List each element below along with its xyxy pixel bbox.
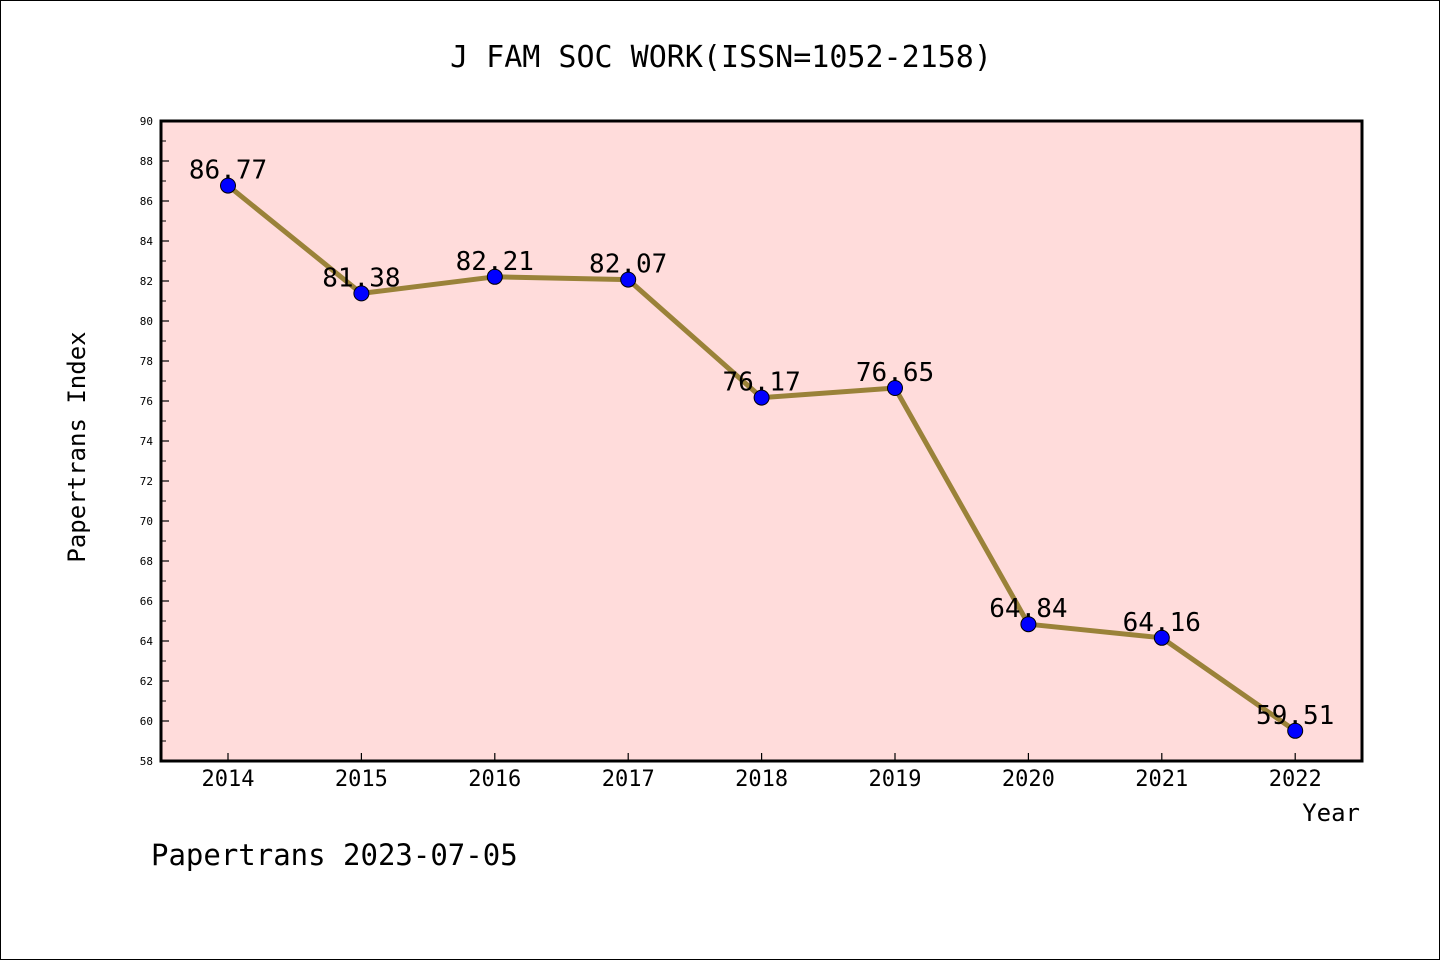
data-label: 82.07 xyxy=(589,250,667,280)
x-axis: 2014 2015 2016 2017 2018 2019 2020 2021 2022 xyxy=(202,753,1322,792)
data-point xyxy=(486,268,503,285)
data-point xyxy=(220,177,236,194)
y-axis: 58 60 62 64 66 68 70 72 74 76 78 80 82 84 86 88 90 xyxy=(140,115,169,768)
data-label: 76.65 xyxy=(856,358,934,388)
x-tick-label: 2022 xyxy=(1269,767,1322,792)
data-point xyxy=(753,389,770,406)
data-label: 76.17 xyxy=(722,368,800,398)
y-tick-label: 58 xyxy=(140,755,153,768)
y-axis-title: Papertrans Index xyxy=(63,331,91,562)
y-tick-label: 72 xyxy=(140,475,153,488)
data-label: 81.38 xyxy=(322,263,400,293)
data-point xyxy=(887,380,903,396)
data-label: 82.21 xyxy=(456,247,534,277)
data-label: 64.16 xyxy=(1123,608,1201,638)
y-tick-label: 84 xyxy=(140,235,154,248)
x-tick-label: 2020 xyxy=(1002,767,1055,792)
data-points xyxy=(220,177,1304,739)
x-tick-label: 2015 xyxy=(335,767,388,792)
x-axis-title: Year xyxy=(1302,799,1360,827)
y-tick-label: 74 xyxy=(140,435,154,448)
x-tick-label: 2016 xyxy=(468,767,521,792)
plot-area xyxy=(159,119,1364,763)
x-tick-label: 2018 xyxy=(735,767,788,792)
y-tick-label: 88 xyxy=(140,155,153,168)
footer-credit: Papertrans 2023-07-05 xyxy=(151,838,518,872)
y-tick-label: 64 xyxy=(140,635,154,648)
y-tick-label: 90 xyxy=(140,115,153,128)
data-labels: 86.77 81.38 82.21 82.07 76.17 76.65 64.84 64.16… xyxy=(189,156,1334,731)
y-tick-label: 62 xyxy=(140,675,153,688)
data-point xyxy=(1020,616,1037,633)
data-point xyxy=(353,285,370,302)
y-tick-label: 68 xyxy=(140,555,153,568)
x-tick-label: 2014 xyxy=(202,767,255,792)
y-tick-label: 66 xyxy=(140,595,153,608)
chart-title: J FAM SOC WORK(ISSN=1052-2158) xyxy=(450,40,992,75)
data-label: 86.77 xyxy=(189,156,267,186)
y-tick-label: 76 xyxy=(140,395,153,408)
data-point xyxy=(1153,629,1170,646)
y-tick-label: 78 xyxy=(140,355,153,368)
data-point xyxy=(620,271,637,288)
y-tick-label: 70 xyxy=(140,515,153,528)
data-point xyxy=(1287,722,1304,739)
data-label: 64.84 xyxy=(989,594,1067,624)
y-tick-label: 60 xyxy=(140,715,153,728)
y-tick-label: 80 xyxy=(140,315,153,328)
y-tick-label: 82 xyxy=(140,275,153,288)
x-tick-label: 2019 xyxy=(869,767,922,792)
x-tick-label: 2017 xyxy=(602,767,655,792)
x-tick-label: 2021 xyxy=(1135,767,1188,792)
data-label: 59.51 xyxy=(1256,701,1334,731)
y-tick-label: 86 xyxy=(140,195,153,208)
